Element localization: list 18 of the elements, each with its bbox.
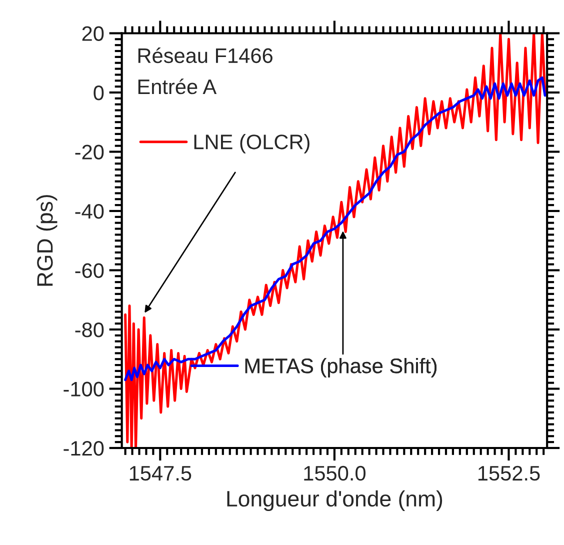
x-axis-title: Longueur d'onde (nm): [227, 490, 442, 512]
y-tick-label: -100: [64, 382, 104, 396]
y-tick-label: -20: [75, 144, 104, 160]
y-axis-title: RGD (ps): [36, 195, 58, 286]
y-tick-label: -40: [75, 204, 104, 219]
legend-label: LNE (OLCR): [194, 134, 310, 154]
line-series: [124, 76, 546, 382]
y-tick-label: 20: [82, 26, 104, 41]
y-tick-label: -80: [75, 322, 104, 338]
annotation: Entrée A: [138, 78, 217, 94]
y-tick-label: -60: [75, 263, 104, 278]
y-tick-label: -120: [64, 440, 104, 456]
x-tick-label: 1550.0: [304, 466, 366, 481]
y-tick-label: 0: [94, 85, 104, 100]
x-tick-label: 1552.5: [478, 466, 540, 481]
x-tick-label: 1547.5: [130, 466, 192, 481]
legend-label: METAS (phase Shift): [245, 358, 437, 378]
annotation: Réseau F1466: [138, 48, 272, 64]
